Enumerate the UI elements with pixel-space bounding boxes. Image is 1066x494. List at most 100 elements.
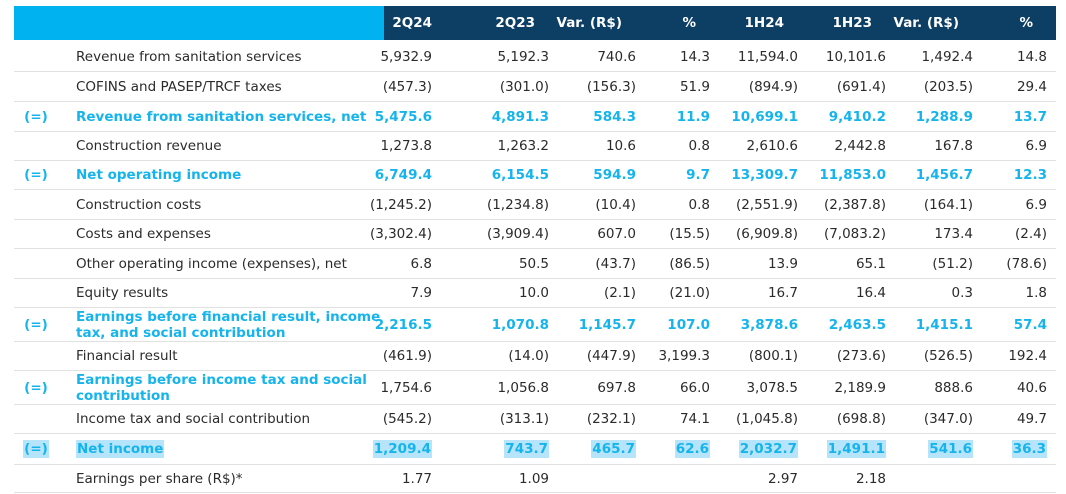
cell-2q23: 50.5 <box>518 255 549 272</box>
cell-pct-half: 6.9 <box>1025 138 1047 154</box>
cell-pct-quarter: 14.3 <box>679 48 710 65</box>
row-label: Construction costs <box>76 196 202 213</box>
cell-2q24: 7.9 <box>410 285 432 301</box>
cell-1h24: 2,032.7 <box>738 440 798 458</box>
cell-2q23: 4,891.3 <box>491 108 549 125</box>
cell-pct-half: 40.6 <box>1016 379 1047 396</box>
row-symbol: (=) <box>24 167 48 183</box>
cell-2q24: (461.9) <box>382 348 432 364</box>
row-label: Revenue from sanitation services, net <box>76 108 367 125</box>
cell-var-quarter: (43.7) <box>595 255 636 272</box>
cell-2q24: 2,216.5 <box>374 316 432 333</box>
cell-var-half: 0.3 <box>951 285 973 301</box>
cell-1h24: (2,551.9) <box>735 196 798 213</box>
col-header-2q23: 2Q23 <box>495 15 535 31</box>
cell-2q24: (457.3) <box>382 78 432 95</box>
cell-pct-quarter: (86.5) <box>669 255 710 272</box>
cell-1h24: (1,045.8) <box>735 411 798 427</box>
cell-2q23: (1,234.8) <box>486 196 549 213</box>
cell-var-half: (347.0) <box>923 411 973 427</box>
cell-pct-quarter: 66.0 <box>679 379 710 396</box>
cell-var-quarter: 584.3 <box>593 108 636 125</box>
cell-pct-half: (78.6) <box>1006 255 1047 272</box>
cell-var-half <box>886 465 973 492</box>
table-row: Construction revenue 1,273.8 1,263.2 10.… <box>14 132 1056 161</box>
row-label: Earnings before income tax and social co… <box>76 371 367 404</box>
row-label: Revenue from sanitation services <box>76 48 302 65</box>
cell-1h24: (6,909.8) <box>735 226 798 242</box>
cell-2q24: 1,273.8 <box>380 138 432 154</box>
cell-var-half: 541.6 <box>928 440 973 458</box>
cell-1h23: 2,463.5 <box>828 316 886 333</box>
cell-var-quarter: (10.4) <box>595 196 636 213</box>
table-row: Revenue from sanitation services 5,932.9… <box>14 42 1056 72</box>
row-symbol: (=) <box>24 316 48 333</box>
cell-2q23: 1,263.2 <box>497 138 549 154</box>
cell-var-half: 1,288.9 <box>915 108 973 125</box>
cell-2q23: 1.09 <box>518 470 549 487</box>
cell-2q24: 1,209.4 <box>372 440 432 458</box>
col-header-1h23: 1H23 <box>832 15 872 31</box>
row-symbol: (=) <box>24 379 48 396</box>
row-label: COFINS and PASEP/TRCF taxes <box>76 78 282 95</box>
cell-2q23: 6,154.5 <box>491 167 549 183</box>
row-label: Equity results <box>76 285 169 301</box>
cell-var-half: (526.5) <box>923 348 973 364</box>
cell-2q24: 5,932.9 <box>380 48 432 65</box>
cell-2q23: (3,909.4) <box>486 226 549 242</box>
cell-1h23: (7,083.2) <box>823 226 886 242</box>
table-row: Financial result (461.9) (14.0) (447.9) … <box>14 342 1056 371</box>
table-header: 2Q24 2Q23 Var. (R$) % 1H24 1H23 Var. (R$… <box>384 6 1056 40</box>
cell-1h24: 13,309.7 <box>731 167 798 183</box>
cell-1h24: 3,878.6 <box>740 316 798 333</box>
row-label: Income tax and social contribution <box>76 411 311 427</box>
row-symbol <box>14 132 58 160</box>
row-symbol: (=) <box>23 440 49 458</box>
cell-pct-half: 6.9 <box>1025 196 1047 213</box>
cell-pct-quarter <box>636 465 710 492</box>
table-row-subtotal: (=) Net operating income 6,749.4 6,154.5… <box>14 161 1056 190</box>
cell-pct-quarter: 74.1 <box>679 411 710 427</box>
header-accent-bar <box>14 6 384 40</box>
cell-1h23: 1,491.1 <box>826 440 886 458</box>
row-symbol <box>14 405 58 433</box>
cell-var-half: 888.6 <box>934 379 973 396</box>
cell-1h23: (2,387.8) <box>823 196 886 213</box>
row-label: Other operating income (expenses), net <box>76 255 347 272</box>
cell-2q24: 6.8 <box>410 255 432 272</box>
cell-1h23: (273.6) <box>836 348 886 364</box>
row-label: Net operating income <box>76 167 242 183</box>
row-symbol <box>14 220 58 248</box>
row-symbol <box>14 342 58 370</box>
cell-1h23: 2,442.8 <box>834 138 886 154</box>
table-row: Income tax and social contribution (545.… <box>14 405 1056 434</box>
table-row: Earnings per share (R$)* 1.77 1.09 2.97 … <box>14 465 1056 493</box>
cell-1h24: 11,594.0 <box>737 48 798 65</box>
table-row-net-income: (=) Net income 1,209.4 743.7 465.7 62.6 … <box>14 434 1056 465</box>
cell-2q24: 1,754.6 <box>380 379 432 396</box>
cell-1h23: 10,101.6 <box>825 48 886 65</box>
cell-pct-half: 29.4 <box>1016 78 1047 95</box>
col-header-2q24: 2Q24 <box>392 15 432 31</box>
cell-pct-half: 57.4 <box>1013 316 1047 333</box>
table-row-subtotal: (=) Earnings before income tax and socia… <box>14 371 1056 405</box>
row-label: Construction revenue <box>76 138 222 154</box>
cell-1h23: 65.1 <box>855 255 886 272</box>
cell-pct-quarter: (21.0) <box>669 285 710 301</box>
cell-2q23: (313.1) <box>499 411 549 427</box>
cell-2q23: (14.0) <box>508 348 549 364</box>
cell-1h24: 2,610.6 <box>746 138 798 154</box>
cell-1h23: 16.4 <box>855 285 886 301</box>
cell-pct-quarter: 3,199.3 <box>658 348 710 364</box>
cell-var-quarter: 607.0 <box>597 226 636 242</box>
cell-2q24: (545.2) <box>382 411 432 427</box>
cell-1h24: 13.9 <box>767 255 798 272</box>
cell-1h23: (698.8) <box>836 411 886 427</box>
row-symbol <box>14 465 58 492</box>
table-row: Construction costs (1,245.2) (1,234.8) (… <box>14 190 1056 220</box>
cell-pct-half: (2.4) <box>1014 226 1047 242</box>
cell-pct-half: 36.3 <box>1011 440 1047 458</box>
cell-2q24: 1.77 <box>401 470 432 487</box>
row-label: Earnings before financial result, income… <box>76 308 381 341</box>
